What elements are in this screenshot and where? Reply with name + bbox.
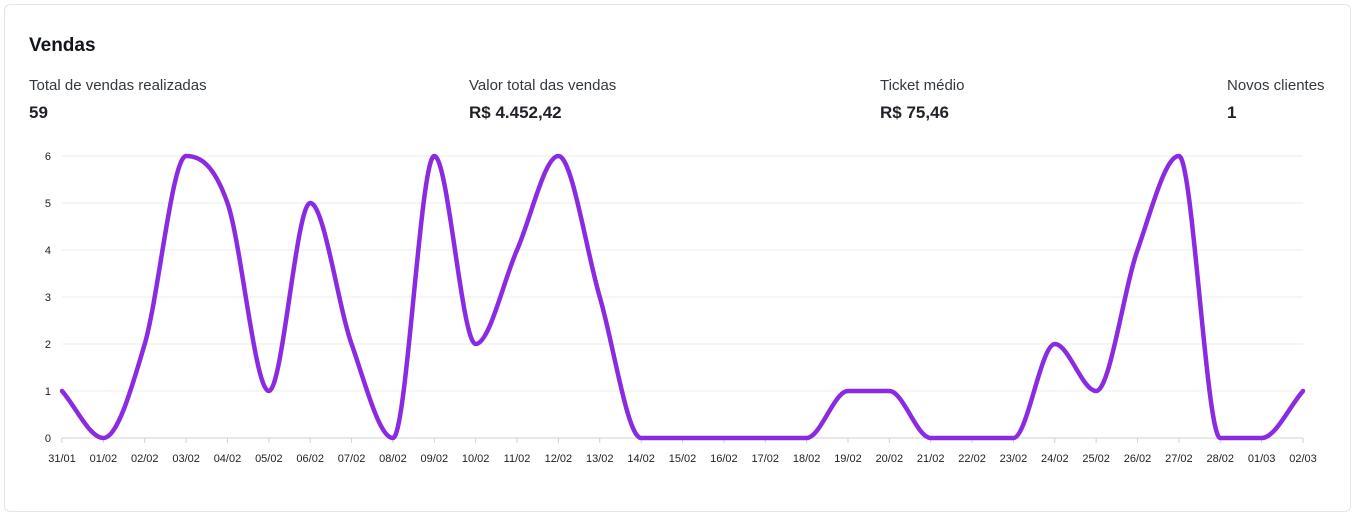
stat-value: R$ 4.452,42: [469, 103, 562, 122]
point-layer: [61, 155, 1304, 439]
x-tick-label: 16/02: [710, 453, 738, 465]
series-layer: [59, 153, 1306, 441]
stat-new-customers: Novos clientes 1: [1227, 77, 1325, 123]
x-tick-label: 02/03: [1289, 453, 1317, 465]
series-line: [59, 153, 1306, 441]
x-tick-label: 18/02: [793, 453, 821, 465]
x-tick-label: 15/02: [669, 453, 697, 465]
x-tick-label: 01/02: [90, 453, 118, 465]
x-tick-label: 09/02: [421, 453, 449, 465]
stat-total-value: Valor total das vendas R$ 4.452,42: [469, 77, 616, 123]
stat-average-ticket: Ticket médio R$ 75,46: [880, 77, 964, 123]
x-tick-label: 05/02: [255, 453, 283, 465]
y-tick-label: 6: [45, 151, 51, 163]
stat-label: Novos clientes: [1227, 77, 1325, 94]
stat-value: 1: [1227, 103, 1237, 122]
x-tick-label: 03/02: [172, 453, 200, 465]
y-tick-label: 2: [45, 339, 51, 351]
x-tick-label: 27/02: [1165, 453, 1193, 465]
x-axis-tick-labels: 31/01 01/02 02/02 03/02 04/02 05/02 06/02 07/02…: [48, 453, 1317, 465]
x-tick-label: 02/02: [131, 453, 159, 465]
sales-line-chart: 0 1 2 3 4 5 6 31/01 01/02 02/02 03/02 04/02 05/02 06…: [45, 151, 1317, 465]
stat-label: Total de vendas realizadas: [29, 77, 207, 94]
x-tick-label: 01/03: [1248, 453, 1276, 465]
x-tick-label: 22/02: [958, 453, 986, 465]
x-tick-label: 07/02: [338, 453, 366, 465]
x-tick-label: 28/02: [1207, 453, 1235, 465]
y-axis-tick-labels: 0 1 2 3 4 5 6: [45, 151, 51, 445]
x-tick-label: 21/02: [917, 453, 945, 465]
sales-card: Vendas Total de vendas realizadas 59 Val…: [4, 4, 1351, 512]
stat-value: R$ 75,46: [880, 103, 949, 122]
x-tick-label: 12/02: [545, 453, 573, 465]
card-title: Vendas: [29, 35, 96, 56]
stat-label: Ticket médio: [880, 77, 965, 94]
x-tick-label: 13/02: [586, 453, 614, 465]
y-tick-label: 5: [45, 198, 51, 210]
stat-total-sales: Total de vendas realizadas 59: [29, 77, 207, 123]
x-tick-label: 17/02: [751, 453, 779, 465]
x-tick-label: 14/02: [627, 453, 655, 465]
x-tick-label: 10/02: [462, 453, 490, 465]
y-tick-label: 3: [45, 292, 51, 304]
x-tick-label: 25/02: [1082, 453, 1110, 465]
x-tick-label: 23/02: [1000, 453, 1028, 465]
x-tick-label: 31/01: [48, 453, 76, 465]
y-tick-label: 0: [45, 433, 51, 445]
stat-value: 59: [29, 103, 48, 122]
y-tick-label: 4: [45, 245, 51, 257]
x-tick-label: 11/02: [504, 453, 531, 465]
x-tick-label: 26/02: [1124, 453, 1152, 465]
grid-lines: [62, 155, 1303, 392]
stat-label: Valor total das vendas: [469, 77, 617, 94]
y-tick-label: 1: [45, 386, 51, 398]
x-tick-label: 19/02: [834, 453, 862, 465]
x-tick-label: 24/02: [1041, 453, 1069, 465]
x-tick-label: 08/02: [379, 453, 407, 465]
x-tick-label: 06/02: [296, 453, 324, 465]
x-tick-label: 04/02: [214, 453, 242, 465]
x-tick-label: 20/02: [876, 453, 904, 465]
